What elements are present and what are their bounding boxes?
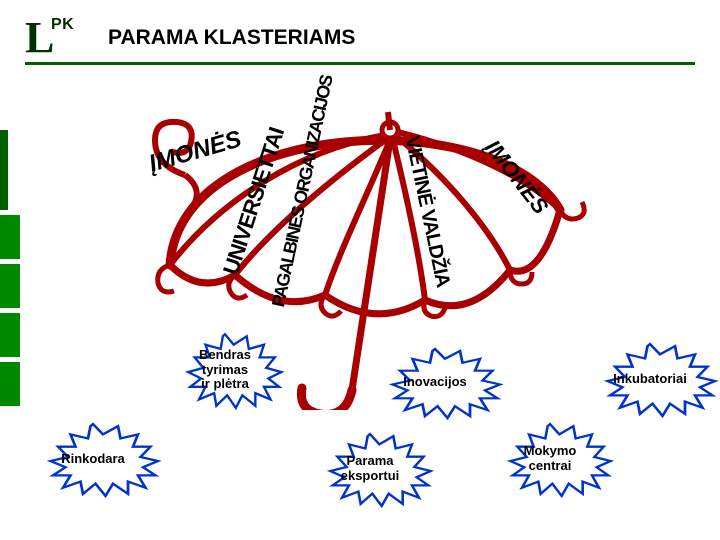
burst-label: Mokymo centrai xyxy=(524,444,577,474)
burst-rinkodara: Rinkodara xyxy=(18,420,168,498)
header-bar: L PK PARAMA KLASTERIAMS xyxy=(25,18,695,65)
logo-letters-PK: PK xyxy=(51,16,74,34)
burst-inovacijos: Inovacijos xyxy=(360,345,510,420)
sidebar-decoration xyxy=(0,130,20,406)
logo: L PK xyxy=(25,18,80,58)
burst-mokymo: Mokymo centrai xyxy=(480,420,620,498)
burst-label: Inkubatoriai xyxy=(613,372,687,387)
burst-parama: Parama eksportui xyxy=(300,430,440,508)
burst-label: Bendras tyrimas ir plėtra xyxy=(199,348,251,393)
burst-inkubatoriai: Inkubatoriai xyxy=(575,340,720,418)
burst-label: Inovacijos xyxy=(403,375,467,390)
burst-label: Rinkodara xyxy=(61,452,125,467)
page-title: PARAMA KLASTERIAMS xyxy=(108,26,355,50)
burst-bendras: Bendras tyrimas ir plėtra xyxy=(160,330,290,410)
logo-letter-L: L xyxy=(25,16,54,60)
burst-label: Parama eksportui xyxy=(341,454,400,484)
